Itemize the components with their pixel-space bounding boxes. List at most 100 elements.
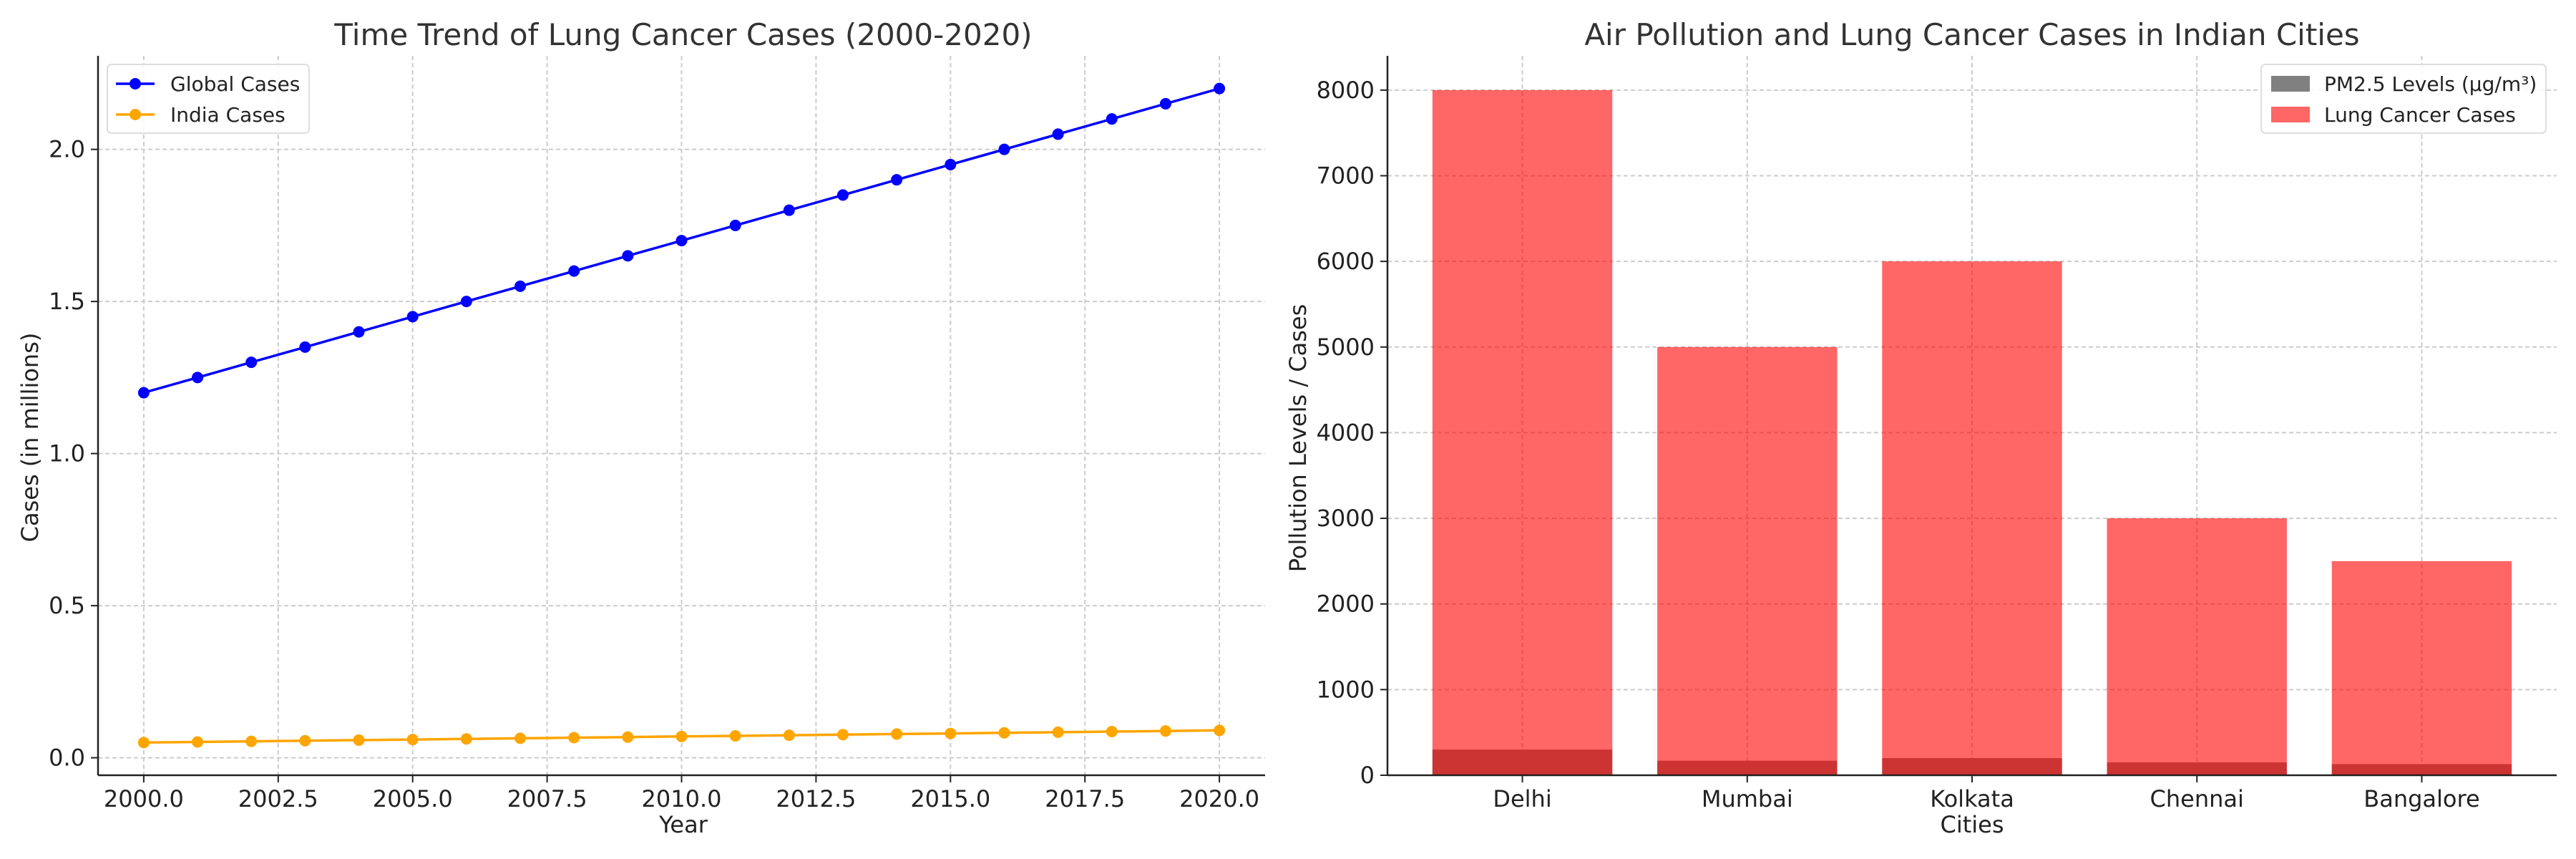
bar-lung-cancer [2107, 518, 2287, 775]
data-point [729, 729, 741, 742]
bar-lung-cancer [2331, 560, 2512, 775]
y-tick-label: 7000 [1317, 162, 1375, 190]
x-tick-label: 2010.0 [642, 785, 722, 812]
data-point [891, 174, 903, 186]
y-axis-label: Pollution Levels / Cases [1284, 304, 1312, 573]
data-point [1214, 82, 1226, 94]
data-point [836, 189, 849, 201]
data-point [514, 732, 527, 744]
chart-title: Time Trend of Lung Cancer Cases (2000-20… [333, 17, 1032, 52]
x-axis-label: Year [658, 811, 708, 838]
bar-lung-cancer [1882, 261, 2062, 776]
y-tick-label: 4000 [1317, 419, 1375, 446]
y-axis-label: Cases (in millions) [16, 333, 44, 543]
data-point [675, 730, 688, 742]
data-point [299, 341, 311, 353]
x-axis-label: Cities [1940, 811, 2004, 838]
data-point [568, 265, 580, 277]
x-tick-label: 2007.5 [507, 785, 587, 812]
data-point [783, 204, 795, 216]
data-point [192, 736, 204, 748]
legend-swatch-marker [130, 78, 141, 89]
y-tick-label: 0.0 [49, 744, 85, 772]
data-point [353, 326, 365, 338]
y-tick-label: 5000 [1317, 334, 1375, 361]
bar-lung-cancer [1657, 346, 1838, 775]
y-tick-label: 2000 [1317, 591, 1375, 618]
x-ticks: 2000.0 2002.5 2005.0 2007.5 2010.0 2012.5 2015… [104, 775, 1259, 812]
data-point [622, 731, 634, 743]
legend-box [107, 64, 310, 134]
y-tick-label: 1.0 [49, 440, 85, 467]
x-tick-label: Mumbai [1702, 785, 1793, 812]
x-tick-label: 2020.0 [1179, 785, 1259, 812]
grid [98, 56, 1265, 775]
legend-label: Lung Cancer Cases [2324, 103, 2516, 127]
data-point [945, 158, 957, 170]
legend-swatch-marker [130, 109, 141, 120]
x-tick-label: 2005.0 [373, 785, 453, 812]
data-point [1159, 97, 1171, 110]
y-ticks: 0.0 0.5 1.0 1.5 2.0 [49, 136, 98, 772]
x-tick-label: 2012.5 [776, 785, 856, 812]
data-point [1106, 726, 1118, 738]
bar-lung-cancer [1432, 89, 1613, 776]
x-tick-label: Kolkata [1930, 785, 2014, 812]
series-layer [137, 82, 1226, 749]
legend-swatch [2271, 76, 2310, 92]
chart-title: Air Pollution and Lung Cancer Cases in I… [1584, 17, 2359, 52]
legend-label: PM2.5 Levels (μg/m³) [2324, 72, 2537, 96]
data-point [1106, 113, 1118, 125]
data-point [1159, 725, 1171, 737]
legend-box [2260, 64, 2547, 134]
line-chart: Time Trend of Lung Cancer Cases (2000-20… [16, 17, 1265, 838]
data-point [1052, 128, 1064, 140]
data-point [245, 735, 258, 747]
data-point [137, 387, 150, 399]
x-tick-label: 2017.5 [1045, 785, 1125, 812]
y-tick-label: 0.5 [49, 592, 85, 619]
x-tick-label: 2015.0 [910, 785, 990, 812]
data-point [137, 737, 150, 749]
x-tick-label: Chennai [2150, 785, 2244, 812]
data-point [729, 219, 741, 231]
y-tick-label: 0 [1360, 762, 1375, 789]
y-tick-label: 1000 [1317, 676, 1375, 703]
bar-chart: Air Pollution and Lung Cancer Cases in I… [1284, 17, 2557, 838]
legend-swatch [2271, 107, 2310, 122]
data-point [514, 280, 527, 292]
data-point [1052, 726, 1064, 738]
y-tick-label: 2.0 [49, 136, 85, 163]
data-point [836, 729, 849, 741]
x-tick-label: Bangalore [2363, 785, 2479, 812]
data-point [406, 311, 419, 323]
bars-layer [1432, 89, 2512, 776]
data-point [245, 356, 258, 369]
data-point [622, 250, 634, 262]
x-tick-label: 2000.0 [104, 785, 184, 812]
data-point [891, 728, 903, 740]
y-tick-label: 8000 [1317, 77, 1375, 104]
data-point [299, 734, 311, 747]
legend: Global Cases India Cases [107, 64, 310, 134]
data-point [1214, 724, 1226, 737]
data-point [783, 729, 795, 742]
y-ticks: 0 1000 2000 3000 4000 5000 6000 7000 8000 [1317, 77, 1387, 789]
y-tick-label: 3000 [1317, 505, 1375, 532]
data-point [353, 734, 365, 746]
data-point [945, 727, 957, 739]
data-point [998, 143, 1010, 155]
y-tick-label: 6000 [1317, 248, 1375, 275]
x-tick-label: Delhi [1493, 785, 1551, 812]
data-point [675, 235, 688, 247]
data-point [460, 733, 472, 745]
legend-label: Global Cases [170, 72, 300, 96]
legend: PM2.5 Levels (μg/m³) Lung Cancer Cases [2260, 64, 2547, 134]
y-tick-label: 1.5 [49, 288, 85, 315]
data-point [460, 296, 472, 308]
data-point [406, 734, 419, 746]
x-tick-label: 2002.5 [238, 785, 318, 812]
data-point [998, 727, 1010, 739]
legend-label: India Cases [170, 103, 286, 127]
